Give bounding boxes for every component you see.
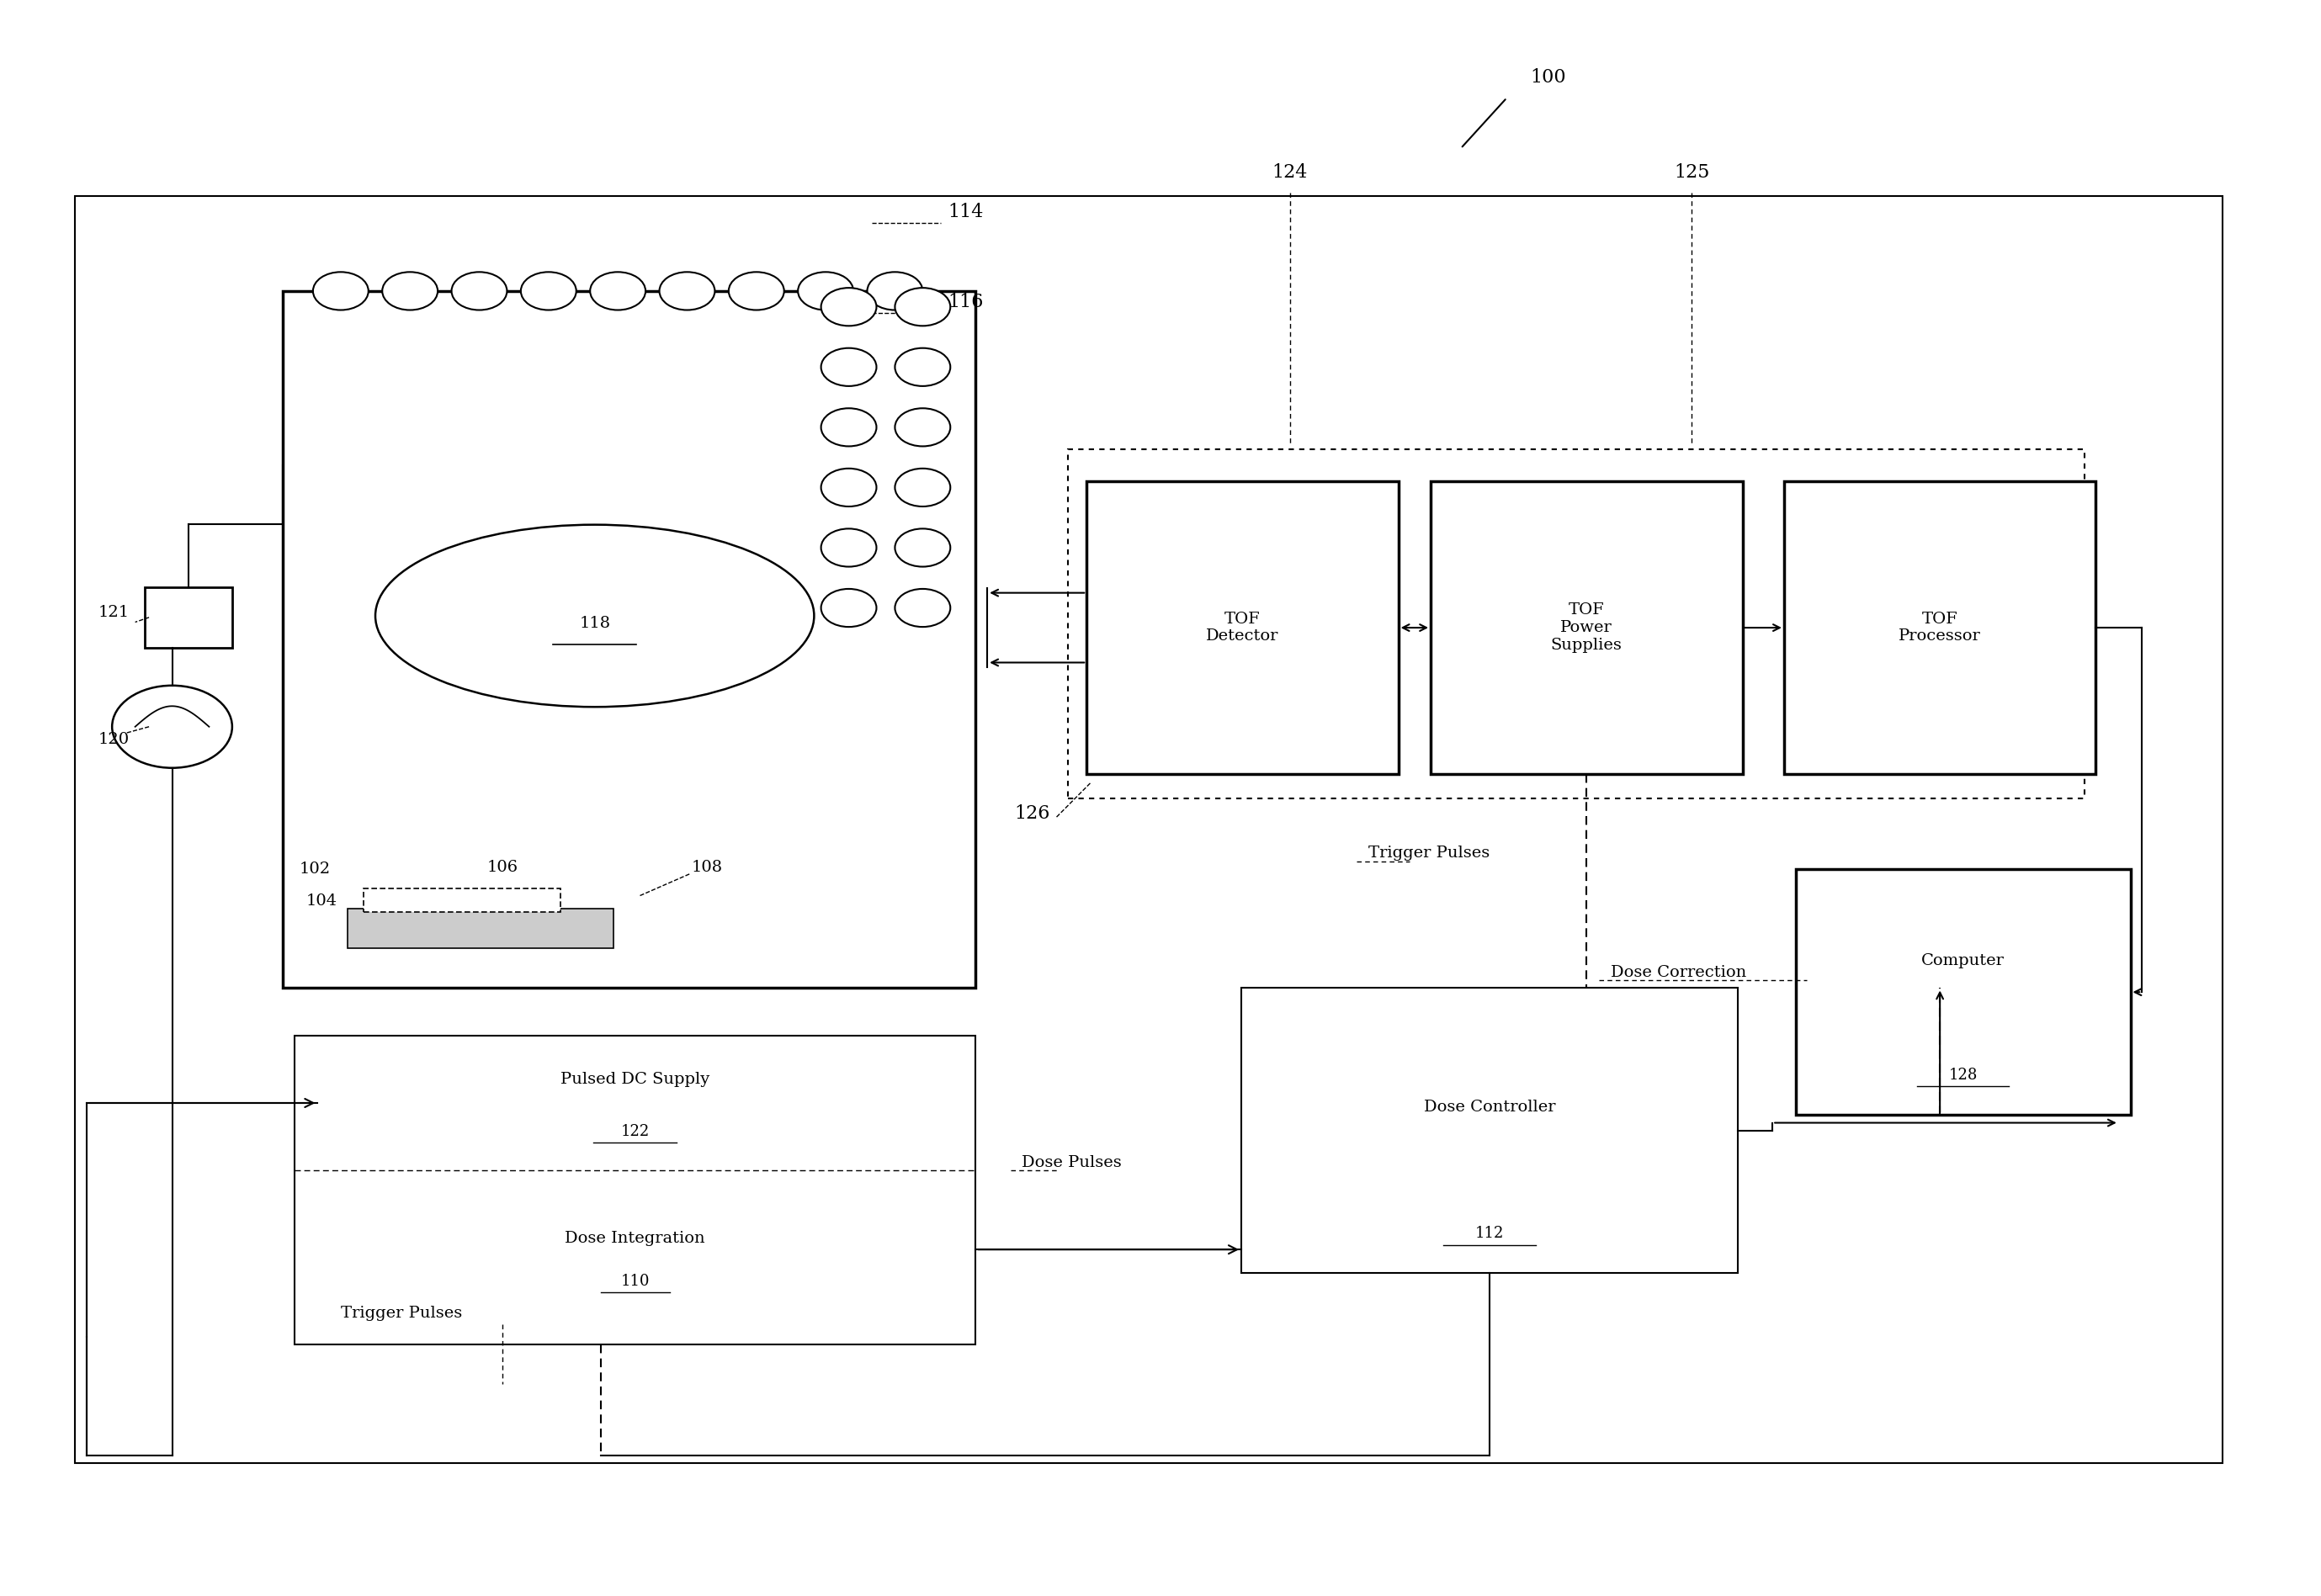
Text: 121: 121 [97, 605, 130, 621]
Circle shape [822, 469, 877, 506]
Text: 122: 122 [620, 1124, 650, 1140]
Circle shape [822, 287, 877, 326]
Text: TOF
Processor: TOF Processor [1899, 611, 1982, 645]
Circle shape [896, 528, 949, 567]
Bar [144, 587, 232, 648]
Circle shape [822, 589, 877, 627]
Circle shape [822, 409, 877, 447]
Circle shape [896, 348, 949, 386]
Text: Trigger Pulses: Trigger Pulses [1369, 846, 1490, 860]
Text: Computer: Computer [1922, 953, 2005, 967]
Bar [1242, 988, 1738, 1274]
Text: 108: 108 [692, 860, 722, 875]
Text: 116: 116 [947, 292, 984, 311]
Text: 102: 102 [299, 862, 330, 876]
Text: Dose Controller: Dose Controller [1423, 1100, 1555, 1114]
Text: Pulsed DC Supply: Pulsed DC Supply [562, 1071, 710, 1087]
Text: 100: 100 [1530, 69, 1567, 86]
Text: 104: 104 [306, 894, 337, 908]
Text: 125: 125 [1673, 163, 1711, 182]
Circle shape [590, 271, 645, 310]
Circle shape [659, 271, 715, 310]
Circle shape [896, 469, 949, 506]
Text: Dose Correction: Dose Correction [1611, 964, 1745, 980]
Circle shape [313, 271, 369, 310]
Text: 110: 110 [620, 1274, 650, 1290]
Bar [1430, 480, 1743, 774]
Circle shape [896, 409, 949, 447]
Bar [1068, 450, 2084, 798]
Text: TOF
Power
Supplies: TOF Power Supplies [1550, 603, 1622, 653]
Text: 114: 114 [947, 203, 984, 222]
Circle shape [822, 348, 877, 386]
Circle shape [822, 528, 877, 567]
Text: 128: 128 [1950, 1068, 1977, 1082]
Circle shape [520, 271, 576, 310]
Circle shape [896, 589, 949, 627]
Text: 124: 124 [1272, 163, 1307, 182]
Bar [295, 1036, 975, 1344]
Bar [364, 889, 559, 911]
Text: Dose Integration: Dose Integration [564, 1231, 706, 1246]
Bar [1086, 480, 1397, 774]
Circle shape [453, 271, 506, 310]
Text: Dose Pulses: Dose Pulses [1021, 1156, 1121, 1170]
Text: 112: 112 [1476, 1226, 1504, 1242]
Bar [283, 290, 975, 988]
Text: TOF
Detector: TOF Detector [1207, 611, 1279, 645]
Bar [348, 908, 613, 948]
Circle shape [798, 271, 854, 310]
Text: 118: 118 [580, 616, 610, 632]
Circle shape [868, 271, 924, 310]
Bar [1785, 480, 2096, 774]
Ellipse shape [376, 525, 815, 707]
Bar [1796, 870, 2131, 1116]
Circle shape [111, 686, 232, 768]
Text: 106: 106 [487, 860, 518, 875]
Bar [74, 196, 2224, 1464]
Text: Trigger Pulses: Trigger Pulses [341, 1306, 462, 1320]
Text: 120: 120 [97, 733, 130, 747]
Circle shape [383, 271, 439, 310]
Circle shape [729, 271, 784, 310]
Text: 126: 126 [1014, 804, 1049, 824]
Circle shape [896, 287, 949, 326]
